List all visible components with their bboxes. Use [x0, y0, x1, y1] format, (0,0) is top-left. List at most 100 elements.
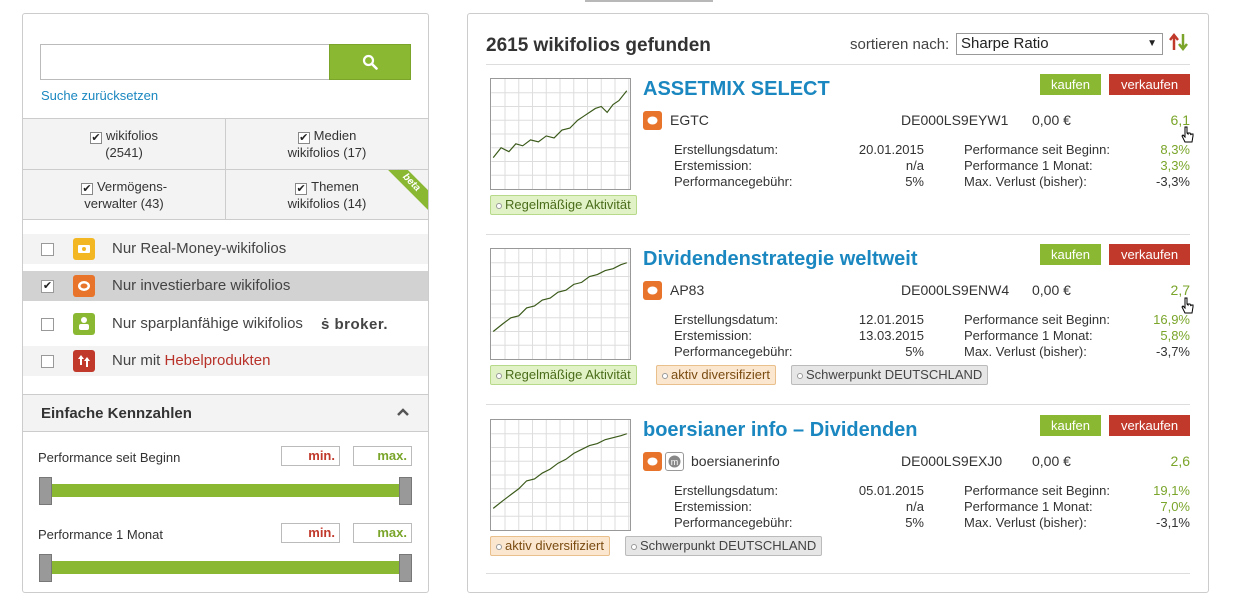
buy-button[interactable]: kaufen	[1040, 244, 1101, 265]
field-value: -3,3%	[1156, 174, 1190, 189]
svg-text:m: m	[671, 457, 679, 467]
buy-button[interactable]: kaufen	[1040, 74, 1101, 95]
field-label: Erstellungsdatum:	[674, 312, 779, 327]
slider-handle-max[interactable]	[399, 477, 412, 505]
field-value: 20.01.2015	[858, 142, 924, 157]
wikifolio-title-link[interactable]: Dividendenstrategie weltweit	[643, 248, 918, 270]
search-input[interactable]	[40, 44, 330, 80]
filter-label: Themen	[311, 179, 359, 194]
option-savings-plan[interactable]: Nur sparplanfähige wikifolios ṡ broker.	[23, 309, 428, 339]
filter-count: wikifolios (17)	[287, 145, 367, 160]
filter-wikifolios[interactable]: ✔ wikifolios (2541)	[23, 119, 225, 169]
top-tab-indicator	[585, 0, 713, 2]
wikifolio-title-link[interactable]: ASSETMIX SELECT	[643, 78, 830, 100]
investable-icon	[643, 111, 662, 130]
filter-vermoegensverwalter[interactable]: ✔ Vermögens- verwalter (43)	[23, 169, 225, 220]
option-label: Nur Real-Money-wikifolios	[112, 240, 287, 257]
option-label-text: Nur mit	[112, 352, 165, 369]
checkbox-themen[interactable]: ✔	[295, 183, 308, 195]
trader-name[interactable]: AP83	[670, 282, 705, 298]
checkbox-leverage[interactable]	[41, 355, 54, 368]
buy-button[interactable]: kaufen	[1040, 415, 1101, 436]
tag-badge[interactable]: Regelmäßige Aktivität	[490, 195, 637, 215]
field-label: Performance seit Beginn:	[964, 312, 1110, 327]
tag-badge[interactable]: aktiv diversifiziert	[490, 536, 610, 556]
perf-start-max-input[interactable]: max.	[353, 446, 412, 466]
performance-chart-thumbnail[interactable]	[490, 248, 631, 360]
tag-badge[interactable]: aktiv diversifiziert	[656, 365, 776, 385]
price: 0,00 €	[1032, 453, 1071, 469]
broker-logo-text: broker.	[334, 316, 389, 333]
sort-score: 6,1	[1170, 112, 1190, 128]
tag-badge[interactable]: Regelmäßige Aktivität	[490, 365, 637, 385]
beta-badge: beta	[384, 170, 428, 210]
field-label: Performancegebühr:	[674, 174, 793, 189]
field-value: 13.03.2015	[858, 328, 924, 343]
field-value: n/a	[905, 499, 924, 514]
filter-themen[interactable]: ✔ Themen wikifolios (14) beta	[225, 169, 428, 220]
filter-count: wikifolios (14)	[287, 196, 367, 211]
field-label: Max. Verlust (bisher):	[964, 174, 1087, 189]
chevron-up-icon[interactable]	[396, 407, 410, 417]
field-value: 12.01.2015	[858, 312, 924, 327]
field-label: Erstemission:	[674, 158, 753, 173]
sell-button[interactable]: verkaufen	[1109, 415, 1190, 436]
field-value: -3,7%	[1156, 344, 1190, 359]
checkbox-wikifolios[interactable]: ✔	[89, 132, 102, 144]
wikifolio-card: Dividendenstrategie weltweit kaufen verkau…	[490, 244, 1190, 398]
kennzahlen-section-header[interactable]: Einfache Kennzahlen	[23, 394, 428, 432]
category-filter-grid: ✔ wikifolios (2541) ✔ Medien wikifolios (1…	[23, 118, 428, 220]
checkbox-medien[interactable]: ✔	[297, 132, 310, 144]
field-label: Erstellungsdatum:	[674, 142, 779, 157]
filter-medien[interactable]: ✔ Medien wikifolios (17)	[225, 119, 428, 169]
perf-month-min-input[interactable]: min.	[281, 523, 340, 543]
field-value: 8,3%	[1160, 142, 1190, 157]
tag-badge[interactable]: Schwerpunkt DEUTSCHLAND	[791, 365, 989, 385]
filter-count: verwalter (43)	[84, 196, 164, 211]
filter-count: (2541)	[105, 145, 143, 160]
checkbox-investable[interactable]: ✔	[41, 280, 54, 293]
reset-search-link[interactable]: Suche zurücksetzen	[41, 88, 159, 103]
performance-chart-thumbnail[interactable]	[490, 419, 631, 531]
option-real-money[interactable]: Nur Real-Money-wikifolios	[23, 234, 428, 264]
sell-button[interactable]: verkaufen	[1109, 74, 1190, 95]
field-value: 16,9%	[1153, 312, 1190, 327]
perf-month-slider[interactable]	[45, 561, 407, 574]
trader-name[interactable]: boersianerinfo	[691, 453, 780, 469]
divider	[486, 573, 1190, 574]
field-label: Max. Verlust (bisher):	[964, 344, 1087, 359]
field-value: n/a	[905, 158, 924, 173]
slider-handle-min[interactable]	[39, 477, 52, 505]
option-leverage[interactable]: Nur mit Hebelprodukten	[23, 346, 428, 376]
results-panel: 2615 wikifolios gefunden sortieren nach:…	[467, 13, 1209, 593]
wikifolio-card: ASSETMIX SELECT kaufen verkaufen EGTC DE000L…	[490, 74, 1190, 228]
field-label: Erstemission:	[674, 499, 753, 514]
filter-panel: Suche zurücksetzen ✔ wikifolios (2541) ✔ M…	[22, 13, 429, 593]
perf-start-min-input[interactable]: min.	[281, 446, 340, 466]
trader-name[interactable]: EGTC	[670, 112, 709, 128]
filter-label: wikifolios	[105, 128, 158, 143]
perf-month-max-input[interactable]: max.	[353, 523, 412, 543]
hand-cursor-icon	[1181, 126, 1194, 143]
field-label: Max. Verlust (bisher):	[964, 515, 1087, 530]
checkbox-real-money[interactable]	[41, 243, 54, 256]
tag-badge[interactable]: Schwerpunkt DEUTSCHLAND	[625, 536, 823, 556]
sort-select[interactable]: Sharpe Ratio ▼	[956, 33, 1163, 55]
field-label: Performance 1 Monat:	[964, 499, 1093, 514]
search-button[interactable]	[329, 44, 411, 80]
perf-start-slider[interactable]	[45, 484, 407, 497]
checkbox-savings-plan[interactable]	[41, 318, 54, 331]
kennzahl-label: Performance seit Beginn	[38, 450, 181, 465]
checkbox-vermoegensverwalter[interactable]: ✔	[80, 183, 93, 195]
sell-button[interactable]: verkaufen	[1109, 244, 1190, 265]
broker-logo: ṡ broker.	[321, 316, 389, 333]
section-title: Einfache Kennzahlen	[41, 405, 192, 422]
field-value: -3,1%	[1156, 515, 1190, 530]
option-investable[interactable]: ✔ Nur investierbare wikifolios	[23, 271, 428, 301]
performance-chart-thumbnail[interactable]	[490, 78, 631, 190]
investable-icon	[643, 452, 662, 471]
sort-direction-icon[interactable]	[1168, 32, 1190, 52]
divider	[486, 64, 1190, 65]
field-value: 7,0%	[1160, 499, 1190, 514]
wikifolio-title-link[interactable]: boersianer info – Dividenden	[643, 419, 918, 441]
